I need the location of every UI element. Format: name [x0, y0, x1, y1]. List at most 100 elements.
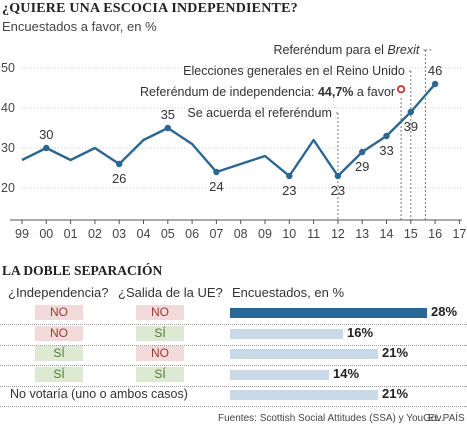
annotation-remember: Se acuerda el referéndum: [187, 106, 339, 220]
x-tick-14: 14: [380, 227, 394, 241]
bar-row: No votaría (uno o ambos casos) 21%: [0, 386, 467, 407]
independence-answer: NO: [35, 305, 83, 320]
annotation-label: Se acuerda el referéndum: [187, 106, 332, 120]
data-point-00: [43, 144, 50, 152]
x-tick-02: 02: [88, 227, 102, 241]
data-point-07: [213, 168, 220, 176]
series-independence: [21, 80, 439, 180]
annotation-bold: 44,7%: [318, 85, 353, 99]
annotation-referendum: Referéndum de independencia: 44,7% a fav…: [140, 85, 402, 220]
x-tick-13: 13: [355, 227, 369, 241]
y-tick-20: 20: [1, 181, 15, 195]
annotation-prefix: Referéndum para el: [273, 43, 387, 57]
referendum-point: [396, 85, 406, 94]
row-divider: [0, 406, 467, 407]
bar: [230, 308, 427, 318]
x-tick-10: 10: [282, 227, 296, 241]
x-tick-01: 01: [64, 227, 78, 241]
leave-eu-answer: SÍ: [136, 325, 184, 341]
x-tick-03: 03: [112, 227, 126, 241]
x-tick-00: 00: [39, 227, 53, 241]
annotations: Referéndum para el Brexit Elecciones gene…: [140, 43, 432, 220]
row-divider: [0, 385, 467, 387]
annotation-label: Elecciones generales en el Reino Unido: [183, 64, 405, 78]
bar-row: NO NO 28%: [0, 304, 467, 325]
bar-value-label: 21%: [382, 386, 409, 401]
bar-row: SÍ NO 21%: [0, 345, 467, 366]
independence-answer: NO: [35, 325, 83, 341]
data-label-00: 30: [39, 127, 53, 142]
x-tick-04: 04: [137, 227, 151, 241]
independence-answer: SÍ: [35, 366, 83, 382]
brand-logo: EL PAÍS: [428, 413, 465, 424]
x-tick-12: 12: [331, 227, 345, 241]
x-tick-07: 07: [209, 227, 223, 241]
x-tick-06: 06: [185, 227, 199, 241]
x-tick-08: 08: [234, 227, 248, 241]
bar: [230, 390, 378, 400]
y-tick-40: 40: [1, 101, 15, 115]
data-point-16: [431, 80, 439, 88]
column-header-independence: ¿Independencia?: [8, 285, 109, 300]
chart-title: ¿QUIERE UNA ESCOCIA INDEPENDIENTE?: [2, 1, 298, 16]
series-line: [21, 83, 437, 178]
annotation-text-elections: Elecciones generales en el Reino Unido: [183, 64, 405, 78]
annotation-text-brexit: Referéndum para el Brexit: [273, 43, 419, 57]
annotation-text-remember: Se acuerda el referéndum: [187, 106, 332, 120]
row-label: No votaría (uno o ambos casos): [10, 387, 188, 401]
x-tick-09: 09: [258, 227, 272, 241]
data-label-12: 23: [331, 183, 345, 198]
data-labels: 30 26 35 24 23 23 29 33 39 46: [39, 63, 442, 198]
chart-subtitle: Encuestados a favor, en %: [2, 19, 157, 34]
data-point-03: [116, 160, 123, 168]
data-point-12: [334, 172, 342, 180]
bar-value-label: 21%: [382, 345, 409, 360]
data-label-15: 39: [404, 119, 418, 134]
column-header-leave-eu: ¿Salida de la UE?: [118, 285, 223, 300]
annotation-text-referendum: Referéndum de independencia: 44,7% a fav…: [140, 85, 395, 99]
x-tick-05: 05: [161, 227, 175, 241]
source-note: Fuentes: Scottish Social Attitudes (SSA)…: [218, 413, 444, 424]
annotation-italic: Brexit: [387, 43, 419, 57]
leave-eu-answer: NO: [136, 346, 184, 361]
x-tick-17: 17: [452, 227, 466, 241]
data-point-14: [383, 132, 390, 140]
bar-row: SÍ SÍ 14%: [0, 365, 467, 387]
bar-value-label: 16%: [347, 324, 374, 340]
y-tick-30: 30: [1, 141, 15, 155]
annotation-prefix: Referéndum de independencia:: [140, 85, 318, 99]
bar-value-label: 14%: [333, 365, 360, 381]
data-label-14: 33: [379, 143, 393, 158]
gridlines: [22, 67, 462, 189]
annotation-elections: Elecciones generales en el Reino Unido: [183, 64, 412, 220]
leave-eu-answer: NO: [136, 305, 184, 320]
x-tick-11: 11: [307, 227, 320, 241]
bar-row: NO SÍ 16%: [0, 324, 467, 346]
annotation-brexit: Referéndum para el Brexit: [273, 43, 426, 220]
line-chart: Referéndum para el Brexit Elecciones gene…: [1, 43, 466, 241]
bar: [230, 328, 343, 339]
bar: [230, 349, 378, 359]
data-label-07: 24: [209, 179, 223, 194]
bar: [230, 369, 329, 380]
axes: 20 30 40 50 99 00 01 02 03 04 05 06 07 08 09 10 11 12 13 14…: [1, 61, 466, 241]
section-title: LA DOBLE SEPARACIÓN: [2, 263, 163, 278]
leave-eu-answer: SÍ: [136, 366, 184, 382]
data-label-13: 29: [355, 159, 369, 174]
independence-answer: SÍ: [35, 346, 83, 361]
row-divider: [0, 344, 467, 346]
y-tick-50: 50: [1, 61, 15, 75]
data-label-16: 46: [428, 63, 442, 78]
data-point-10: [286, 172, 293, 180]
x-tick-99: 99: [15, 227, 29, 241]
data-label-10: 23: [282, 183, 296, 198]
annotation-suffix: a favor: [353, 85, 395, 99]
data-point-15: [407, 108, 414, 116]
data-label-03: 26: [112, 171, 126, 186]
x-tick-16: 16: [428, 227, 442, 241]
data-label-05: 35: [161, 107, 175, 122]
row-divider: [0, 365, 467, 366]
column-header-respondents: Encuestados, en %: [232, 285, 345, 300]
row-divider: [0, 324, 467, 325]
data-point-13: [359, 148, 366, 156]
